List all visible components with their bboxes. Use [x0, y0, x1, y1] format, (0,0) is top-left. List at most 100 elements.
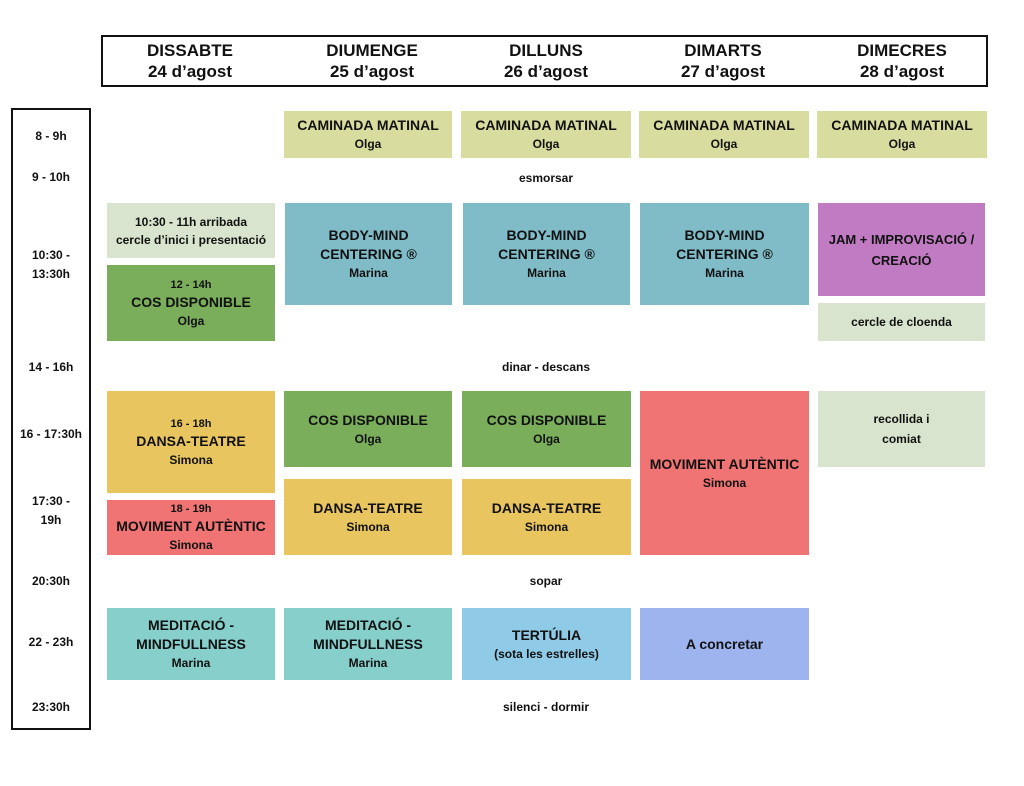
activity-title: CREACIÓ [871, 252, 932, 268]
activity-leader: Olga [354, 431, 382, 446]
activity-title: MOVIMENT AUTÈNTIC [116, 518, 266, 534]
activity-title: COS DISPONIBLE [308, 411, 428, 428]
activity-title: MINDFULLNESS [313, 636, 423, 652]
time-label: 13:30h [31, 267, 71, 281]
moviment-autentic-saturday: 18 - 19h MOVIMENT AUTÈNTIC Simona [107, 500, 275, 555]
moviment-autentic-tuesday: MOVIMENT AUTÈNTIC Simona [640, 391, 809, 555]
day-name: DILLUNS [509, 41, 583, 60]
tertulia-monday: TERTÚLIA (sota les estrelles) [462, 608, 631, 680]
time-label: 20:30h [31, 574, 71, 588]
day-date: 27 d’agost [680, 62, 766, 81]
time-label: 17:30 - [31, 494, 71, 508]
day-name: DIMARTS [684, 41, 762, 60]
morning-walk-wednesday: CAMINADA MATINAL Olga [817, 111, 987, 158]
activity-leader: Olga [532, 137, 560, 151]
activity-leader: Simona [346, 519, 390, 534]
activity-title: COS DISPONIBLE [131, 293, 251, 310]
activity-leader: Olga [710, 137, 738, 151]
activity-title: MOVIMENT AUTÈNTIC [649, 455, 800, 472]
day-name: DIMECRES [857, 41, 947, 60]
activity-title: MEDITACIÓ - [147, 617, 235, 633]
time-label: 23:30h [31, 700, 71, 714]
day-header-saturday: DISSABTE 24 d’agost [100, 40, 280, 82]
activity-leader: Olga [533, 431, 560, 446]
day-name: DIUMENGE [326, 41, 418, 60]
dansa-teatre-sunday: DANSA-TEATRE Simona [284, 479, 452, 555]
day-date: 28 d’agost [859, 62, 945, 81]
pickup-farewell-wednesday: recollida i comiat [818, 391, 985, 467]
dansa-teatre-saturday: 16 - 18h DANSA-TEATRE Simona [107, 391, 275, 493]
time-label: 16 - 17:30h [19, 427, 83, 441]
meditacio-saturday: MEDITACIÓ - MINDFULLNESS Marina [107, 608, 275, 680]
common-dinner: sopar [529, 574, 563, 588]
day-date: 24 d’agost [147, 62, 233, 81]
activity-leader: Olga [177, 313, 205, 328]
activity-leader: Marina [348, 656, 388, 670]
morning-walk-sunday: CAMINADA MATINAL Olga [284, 111, 452, 158]
activity-title: CAMINADA MATINAL [831, 117, 973, 133]
activity-title: MINDFULLNESS [136, 636, 246, 652]
day-header-wednesday: DIMECRES 28 d’agost [812, 40, 992, 82]
a-concretar-tuesday: A concretar [640, 608, 809, 680]
activity-leader: Simona [702, 475, 747, 490]
cos-disponible-sunday: COS DISPONIBLE Olga [284, 391, 452, 467]
morning-walk-tuesday: CAMINADA MATINAL Olga [639, 111, 809, 158]
day-date: 26 d’agost [503, 62, 589, 81]
activity-time: 16 - 18h [170, 417, 212, 430]
body-mind-centering-monday: BODY-MIND CENTERING ® Marina [463, 203, 630, 305]
activity-title: recollida i [873, 412, 930, 426]
time-label: 22 - 23h [28, 635, 74, 649]
activity-leader: Simona [169, 452, 213, 467]
cos-disponible-saturday: 12 - 14h COS DISPONIBLE Olga [107, 265, 275, 341]
time-column [11, 108, 91, 730]
dansa-teatre-monday: DANSA-TEATRE Simona [462, 479, 631, 555]
activity-leader: Marina [349, 266, 388, 280]
activity-title: JAM + IMPROVISACIÓ / [828, 231, 975, 247]
activity-title: MEDITACIÓ - [324, 617, 412, 633]
activity-leader: Simona [169, 538, 213, 552]
activity-leader: Marina [171, 656, 211, 670]
activity-leader: Marina [527, 266, 566, 280]
time-label: 8 - 9h [35, 129, 67, 143]
arrival-line: cercle d’inici i presentació [115, 232, 267, 247]
body-mind-centering-sunday: BODY-MIND CENTERING ® Marina [285, 203, 452, 305]
day-header-monday: DILLUNS 26 d’agost [456, 40, 636, 82]
activity-time: 12 - 14h [170, 278, 212, 291]
morning-walk-monday: CAMINADA MATINAL Olga [461, 111, 631, 158]
common-sleep: silenci - dormir [502, 700, 590, 714]
activity-title: CENTERING ® [320, 246, 417, 262]
activity-title: cercle de cloenda [851, 315, 952, 329]
day-header-sunday: DIUMENGE 25 d’agost [282, 40, 462, 82]
arrival-block: 10:30 - 11h arribada cercle d’inici i pr… [107, 203, 275, 258]
day-name: DISSABTE [147, 41, 233, 60]
activity-title: CAMINADA MATINAL [297, 117, 439, 133]
time-label: 10:30 - [31, 248, 71, 262]
activity-title: DANSA-TEATRE [491, 499, 602, 516]
common-breakfast: esmorsar [518, 171, 574, 185]
activity-title: COS DISPONIBLE [486, 411, 607, 428]
days-header [101, 35, 988, 87]
activity-subtitle: (sota les estrelles) [494, 646, 599, 661]
activity-title: CENTERING ® [498, 246, 595, 262]
activity-leader: Marina [705, 266, 744, 280]
jam-improvisacio-wednesday: JAM + IMPROVISACIÓ / CREACIÓ [818, 203, 985, 296]
activity-title: DANSA-TEATRE [136, 432, 246, 449]
time-label: 19h [40, 513, 62, 527]
activity-title: CAMINADA MATINAL [653, 117, 795, 133]
activity-title: BODY-MIND [684, 227, 765, 243]
activity-title: A concretar [685, 635, 764, 652]
activity-time: 18 - 19h [170, 503, 212, 515]
activity-title: TERTÚLIA [511, 626, 582, 643]
activity-title: DANSA-TEATRE [313, 499, 423, 516]
time-label: 9 - 10h [31, 170, 70, 184]
meditacio-sunday: MEDITACIÓ - MINDFULLNESS Marina [284, 608, 452, 680]
activity-title: BODY-MIND [328, 227, 409, 243]
activity-title: CENTERING ® [676, 246, 773, 262]
activity-leader: Olga [888, 137, 916, 151]
day-date: 25 d’agost [329, 62, 415, 81]
time-label: 14 - 16h [28, 360, 74, 374]
activity-leader: Simona [524, 519, 569, 534]
cos-disponible-monday: COS DISPONIBLE Olga [462, 391, 631, 467]
closing-circle-wednesday: cercle de cloenda [818, 303, 985, 341]
activity-title: comiat [882, 432, 921, 446]
